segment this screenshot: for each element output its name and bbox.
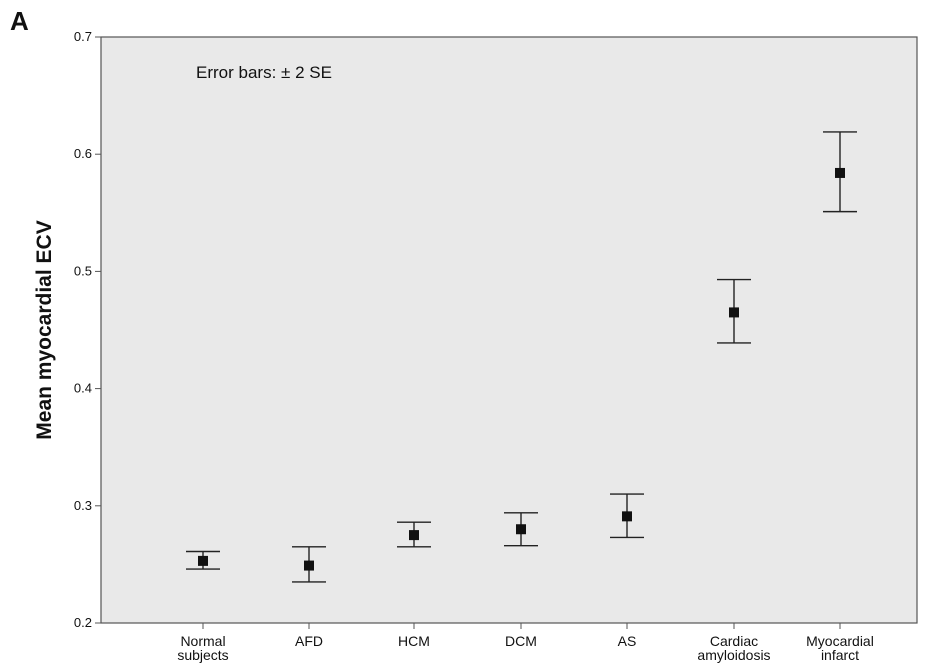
data-point: [304, 560, 314, 571]
y-tick-label: 0.5: [74, 263, 92, 278]
y-tick-label: 0.3: [74, 498, 92, 513]
x-tick-label: DCM: [505, 633, 537, 649]
x-tick-label: Myocardial infarct: [806, 633, 874, 663]
data-points: [198, 167, 845, 571]
panel-label: A: [10, 6, 29, 36]
error-bars-note: Error bars: ± 2 SE: [196, 63, 332, 82]
data-point: [835, 167, 845, 178]
data-point: [516, 524, 526, 535]
x-tick-label: AS: [618, 633, 637, 649]
y-axis-label: Mean myocardial ECV: [33, 220, 56, 439]
x-axis-ticks: Normal subjects AFD HCM DCM AS Cardiac amyloido…: [177, 623, 874, 663]
y-tick-label: 0.4: [74, 381, 92, 396]
data-point: [198, 555, 208, 566]
data-point: [622, 511, 632, 522]
y-tick-label: 0.2: [74, 615, 92, 630]
x-tick-label: Normal subjects: [177, 633, 228, 663]
x-tick-label: HCM: [398, 633, 430, 649]
data-point: [729, 307, 739, 318]
y-tick-label: 0.6: [74, 146, 92, 161]
plot-area: [100, 36, 918, 624]
x-tick-label: Cardiac amyloidosis: [697, 633, 770, 663]
data-point: [409, 530, 419, 541]
y-axis-ticks: 0.2 0.3 0.4 0.5 0.6 0.7: [74, 29, 101, 630]
y-tick-label: 0.7: [74, 29, 92, 44]
x-tick-label: AFD: [295, 633, 323, 649]
